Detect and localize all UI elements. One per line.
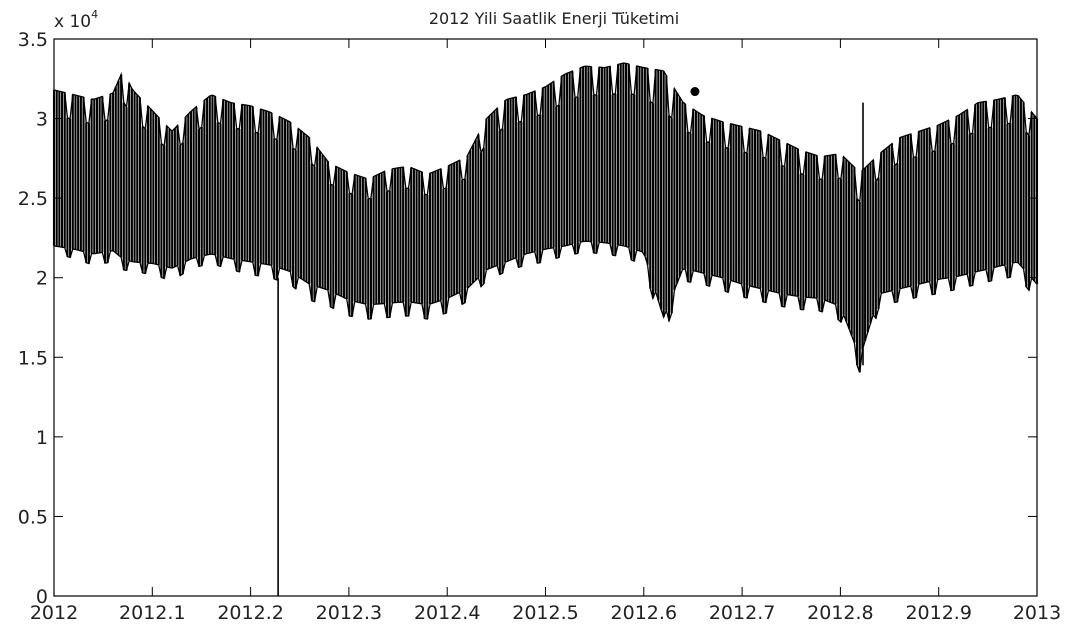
y-tick-label: 0.5: [18, 506, 48, 528]
marker-point: [690, 87, 700, 97]
x-tick-label: 2013: [1013, 602, 1061, 624]
y-tick-label: 3: [36, 109, 48, 131]
x-tick-label: 2012.2: [217, 602, 283, 624]
x-tick-label: 2012.7: [709, 602, 775, 624]
x-tick-label: 2012.8: [807, 602, 873, 624]
x-tick-label: 2012.6: [611, 602, 677, 624]
y-tick-label: 1.5: [18, 347, 48, 369]
x-tick-label: 2012.3: [316, 602, 382, 624]
y-tick-label: 1: [36, 427, 48, 449]
y-tick-label: 2.5: [18, 188, 48, 210]
x-tick-label: 2012.9: [905, 602, 971, 624]
y-tick-label: 2: [36, 268, 48, 290]
annotation-layer: [277, 87, 864, 596]
chart-title: 2012 Yili Saatlik Enerji Tüketimi: [429, 9, 679, 28]
series-0-lower-trace: [53, 240, 1038, 373]
x-tick-label: 2012.4: [414, 602, 480, 624]
axes-layer: 2012 2012.1 2012.2 2012.3 2012.4 2012.5 2012.6…: [18, 29, 1061, 624]
y-tick-label: 3.5: [18, 29, 48, 51]
y-multiplier-base: x 10: [54, 12, 91, 32]
y-tick-label: 0: [36, 586, 48, 608]
y-multiplier: x 104: [54, 8, 98, 32]
x-tick-label: 2012.1: [119, 602, 185, 624]
y-multiplier-exponent: 4: [91, 8, 98, 21]
series-0-upper-trace: [53, 62, 1038, 204]
x-tick-label: 2012.5: [512, 602, 578, 624]
x-tick-label: 2012: [30, 602, 78, 624]
